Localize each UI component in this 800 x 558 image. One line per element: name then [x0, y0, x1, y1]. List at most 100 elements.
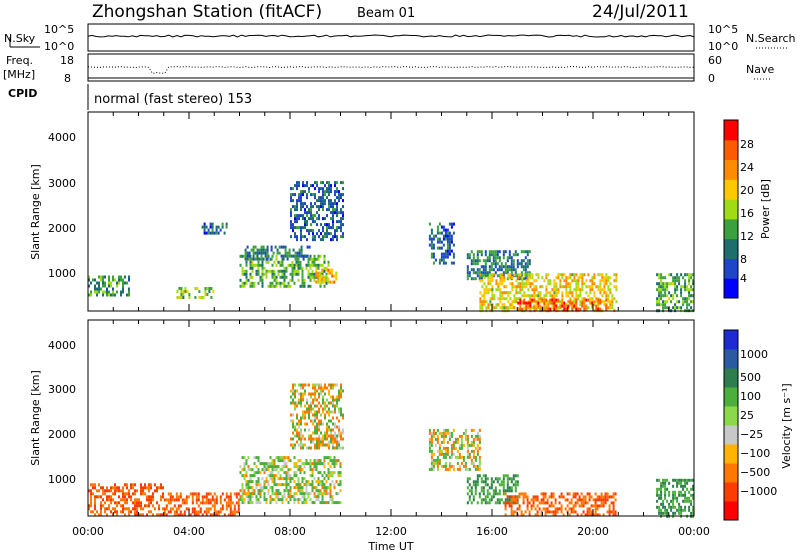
heatmap-cell	[286, 257, 289, 261]
heatmap-cell	[188, 293, 191, 296]
heatmap-cell	[551, 301, 554, 305]
heatmap-cell	[577, 297, 580, 301]
heatmap-cell	[609, 282, 612, 286]
heatmap-cell	[108, 498, 110, 502]
velocity-cbar-tick-25: 25	[740, 409, 754, 422]
colorbar-swatch	[724, 139, 738, 161]
nsearch-tick-top: 10^5	[708, 23, 738, 36]
heatmap-cell	[491, 279, 494, 283]
heatmap-cell	[171, 495, 174, 499]
heatmap-cell	[288, 254, 291, 258]
heatmap-cell	[322, 434, 324, 438]
heatmap-cell	[601, 300, 604, 304]
heatmap-cell	[275, 278, 278, 282]
heatmap-cell	[338, 196, 340, 200]
heatmap-cell	[322, 196, 324, 200]
heatmap-cell	[599, 291, 602, 295]
heatmap-cell	[686, 481, 689, 485]
heatmap-cell	[666, 282, 669, 286]
heatmap-cell	[519, 301, 522, 305]
heatmap-cell	[535, 288, 538, 292]
heatmap-cell	[167, 492, 170, 496]
heatmap-cell	[309, 468, 312, 472]
heatmap-cell	[247, 486, 250, 490]
heatmap-cell	[292, 254, 295, 258]
heatmap-cell	[662, 484, 665, 488]
heatmap-cell	[603, 279, 606, 283]
heatmap-cell	[293, 456, 296, 460]
heatmap-cell	[462, 443, 465, 447]
heatmap-cell	[269, 501, 272, 505]
heatmap-cell	[596, 507, 599, 511]
heatmap-cell	[464, 437, 467, 441]
heatmap-cell	[470, 259, 473, 263]
heatmap-cell	[322, 440, 324, 444]
heatmap-cell	[303, 278, 306, 282]
heatmap-cell	[320, 386, 322, 390]
heatmap-cell	[531, 288, 534, 292]
heatmap-cell	[682, 276, 685, 280]
heatmap-cell	[239, 489, 242, 493]
heatmap-cell	[296, 202, 298, 206]
heatmap-cell	[476, 474, 479, 478]
heatmap-cell	[300, 416, 302, 420]
heatmap-cell	[176, 290, 179, 293]
heatmap-cell	[100, 501, 102, 505]
heatmap-cell	[312, 238, 314, 242]
heatmap-cell	[581, 276, 584, 280]
heatmap-cell	[338, 220, 340, 224]
heatmap-cell	[269, 471, 272, 475]
heatmap-cell	[316, 217, 318, 221]
heatmap-cell	[666, 306, 669, 310]
heatmap-cell	[302, 190, 304, 194]
heatmap-cell	[339, 471, 342, 475]
heatmap-cell	[122, 287, 124, 291]
heatmap-cell	[108, 504, 110, 508]
heatmap-cell	[686, 303, 689, 307]
heatmap-cell	[279, 498, 282, 502]
heatmap-cell	[181, 513, 184, 517]
heatmap-cell	[320, 431, 322, 435]
heatmap-cell	[326, 235, 328, 239]
heatmap-cell	[517, 301, 520, 305]
heatmap-cell	[507, 291, 510, 295]
heatmap-cell	[503, 279, 506, 283]
heatmap-cell	[320, 404, 322, 408]
heatmap-cell	[104, 281, 106, 285]
heatmap-cell	[430, 252, 433, 256]
heatmap-cell	[460, 455, 463, 459]
heatmap-cell	[104, 284, 106, 288]
heatmap-cell	[300, 398, 302, 402]
heatmap-cell	[549, 298, 552, 302]
heatmap-cell	[311, 462, 314, 466]
heatmap-cell	[334, 398, 336, 402]
heatmap-cell	[194, 296, 197, 299]
heatmap-cell	[328, 383, 330, 387]
heatmap-cell	[692, 294, 695, 298]
heatmap-cell	[326, 428, 328, 432]
heatmap-cell	[239, 254, 242, 258]
heatmap-cell	[506, 498, 509, 502]
heatmap-cell	[321, 268, 324, 272]
heatmap-cell	[312, 220, 314, 224]
heatmap-cell	[676, 273, 679, 277]
heatmap-cell	[185, 507, 188, 511]
heatmap-cell	[611, 306, 614, 310]
heatmap-cell	[294, 425, 296, 429]
heatmap-cell	[340, 395, 342, 399]
heatmap-cell	[519, 291, 522, 295]
heatmap-cell	[311, 272, 314, 276]
heatmap-cell	[318, 205, 320, 209]
heatmap-cell	[490, 498, 493, 502]
heatmap-cell	[259, 275, 262, 279]
heatmap-cell	[330, 428, 332, 432]
heatmap-cell	[462, 464, 465, 468]
heatmap-cell	[150, 486, 152, 490]
heatmap-cell	[188, 296, 191, 299]
heatmap-cell	[478, 428, 481, 432]
heatmap-cell	[474, 259, 477, 263]
heatmap-cell	[116, 281, 118, 285]
heatmap-cell	[208, 290, 211, 293]
heatmap-cell	[314, 446, 316, 450]
heatmap-cell	[470, 440, 473, 444]
